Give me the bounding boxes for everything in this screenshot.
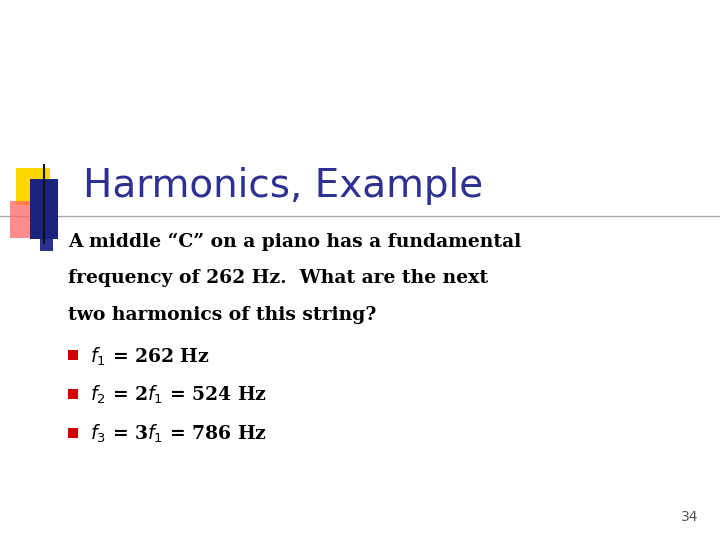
FancyBboxPatch shape: [30, 179, 58, 239]
Bar: [68, 389, 78, 399]
Bar: [40, 238, 53, 251]
Text: $f_2$ = 2$f_1$ = 524 Hz: $f_2$ = 2$f_1$ = 524 Hz: [90, 384, 267, 407]
Bar: [68, 350, 78, 360]
FancyBboxPatch shape: [10, 201, 46, 238]
FancyBboxPatch shape: [16, 168, 50, 205]
Text: Harmonics, Example: Harmonics, Example: [83, 167, 483, 205]
Text: 34: 34: [681, 510, 698, 524]
Text: $f_3$ = 3$f_1$ = 786 Hz: $f_3$ = 3$f_1$ = 786 Hz: [90, 423, 267, 445]
Text: A middle “C” on a piano has a fundamental: A middle “C” on a piano has a fundamenta…: [68, 232, 522, 251]
Text: frequency of 262 Hz.  What are the next: frequency of 262 Hz. What are the next: [68, 269, 489, 287]
Bar: [68, 428, 78, 438]
Text: $f_1$ = 262 Hz: $f_1$ = 262 Hz: [90, 345, 210, 368]
Text: two harmonics of this string?: two harmonics of this string?: [68, 306, 377, 324]
